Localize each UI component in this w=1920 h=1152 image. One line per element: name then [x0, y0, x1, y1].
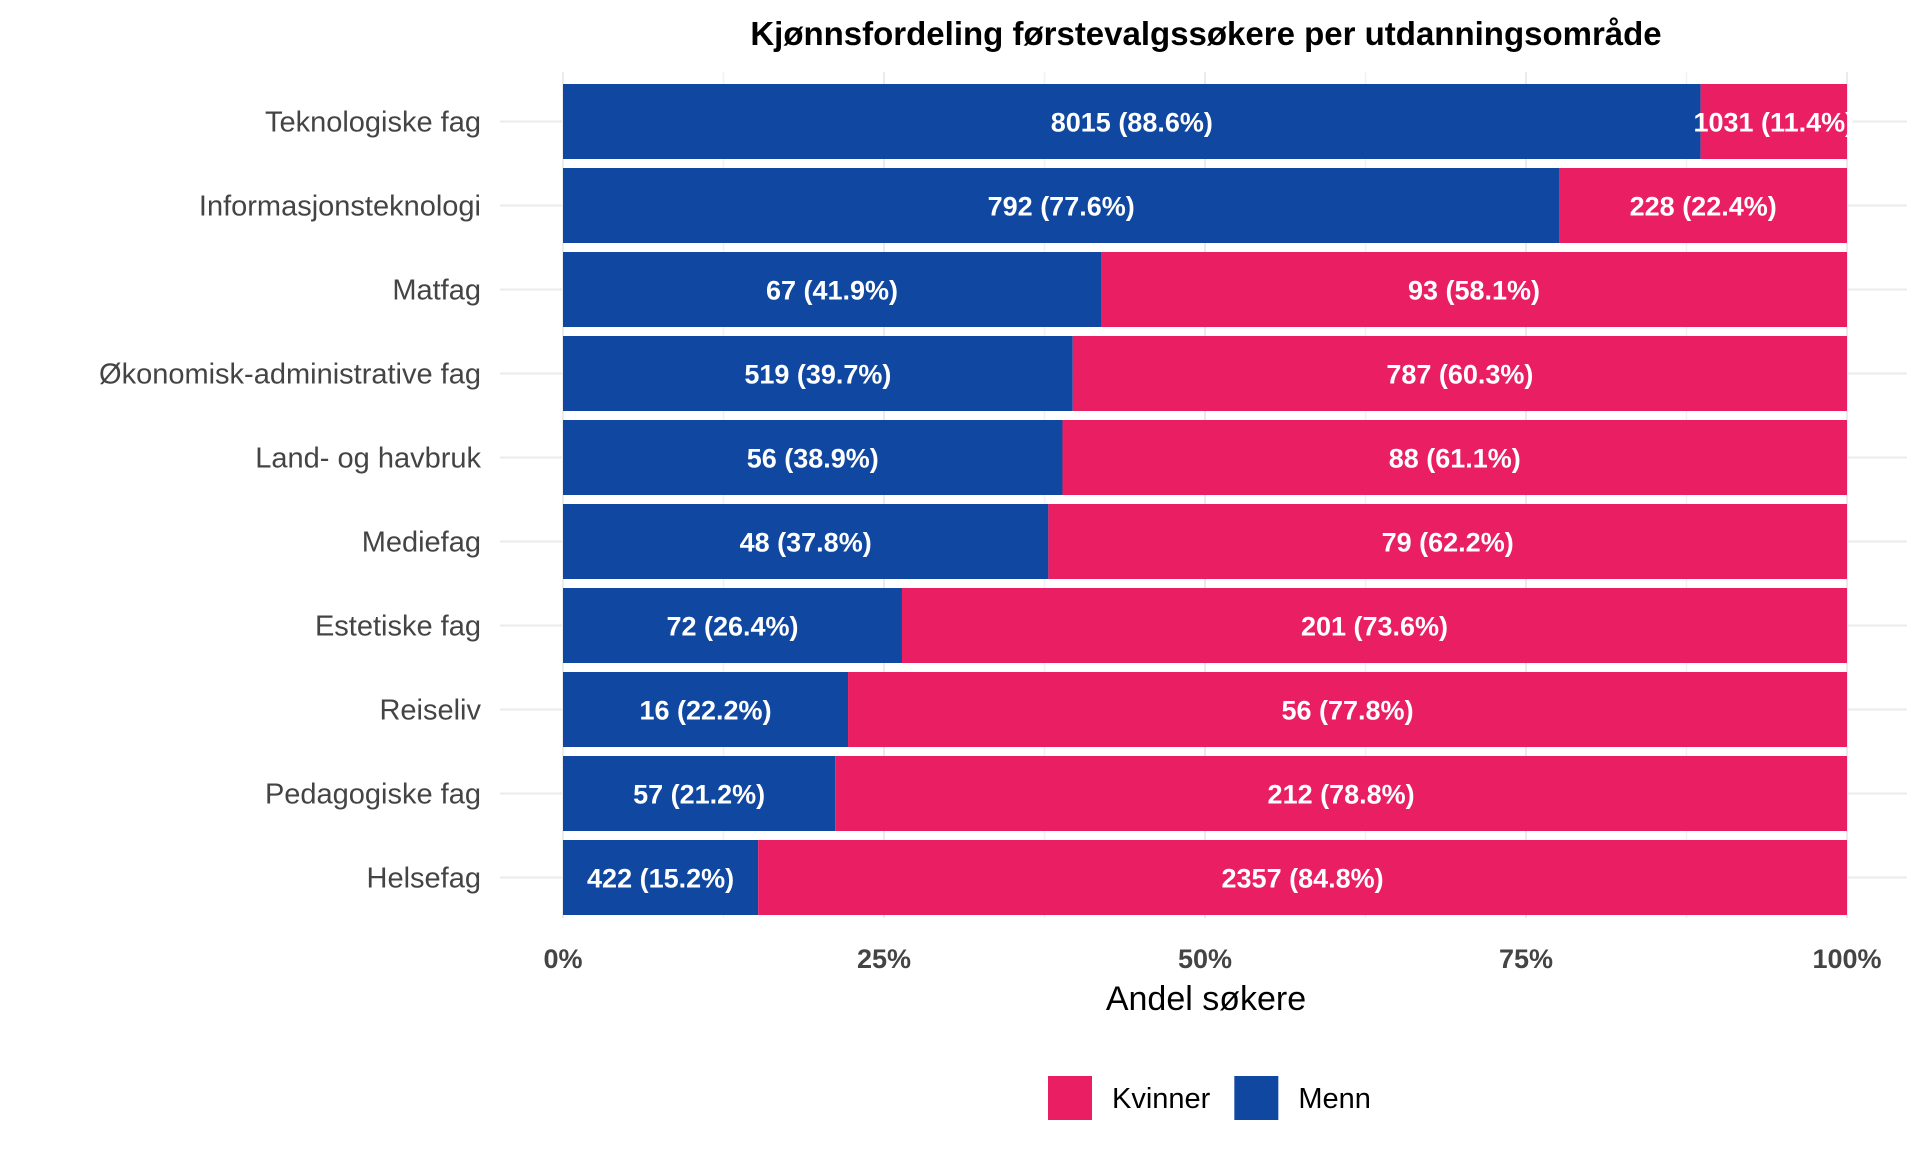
- bar-menn: [563, 588, 902, 663]
- bar-kvinner: [1700, 84, 1847, 159]
- bar-label-kvinner: 228 (22.4%): [1630, 192, 1777, 222]
- bar-kvinner: [758, 840, 1848, 915]
- bar-label-kvinner: 88 (61.1%): [1389, 444, 1521, 474]
- bar-menn: [563, 252, 1101, 327]
- x-tick-label: 75%: [1499, 944, 1553, 974]
- bar-label-menn: 16 (22.2%): [639, 696, 771, 726]
- bar-labels: 8015 (88.6%) 1031 (11.4%) 792 (77.6%) 228 (…: [587, 108, 1854, 894]
- bar-label-kvinner: 201 (73.6%): [1301, 612, 1448, 642]
- x-tick-labels: 0% 25% 50% 75% 100%: [543, 944, 1881, 974]
- bar-label-menn: 519 (39.7%): [744, 360, 891, 390]
- x-axis-title: Andel søkere: [1106, 980, 1306, 1018]
- chart-title: Kjønnsfordeling førstevalgssøkere per ut…: [750, 15, 1661, 52]
- bar-menn: [563, 840, 759, 915]
- legend: Kvinner Menn: [1048, 1076, 1371, 1120]
- bar-label-menn: 48 (37.8%): [740, 528, 872, 558]
- bar-kvinner: [901, 588, 1847, 663]
- legend-key: [1234, 1076, 1279, 1120]
- bar-label-kvinner: 2357 (84.8%): [1222, 864, 1384, 894]
- bar-kvinner: [1559, 168, 1847, 243]
- category-label: Mediefag: [362, 527, 481, 559]
- bar-menn: [563, 504, 1049, 579]
- category-label: Informasjonsteknologi: [199, 191, 481, 223]
- bar-label-menn: 792 (77.6%): [988, 192, 1135, 222]
- bar-label-kvinner: 79 (62.2%): [1382, 528, 1514, 558]
- category-label: Helsefag: [367, 863, 481, 895]
- bar-kvinner: [835, 756, 1847, 831]
- x-tick-label: 25%: [857, 944, 911, 974]
- bar-label-kvinner: 787 (60.3%): [1386, 360, 1533, 390]
- bar-menn: [563, 336, 1073, 411]
- bar-menn: [563, 168, 1560, 243]
- bar-kvinner: [1100, 252, 1847, 327]
- bar-label-menn: 8015 (88.6%): [1051, 108, 1213, 138]
- bar-label-kvinner: 93 (58.1%): [1408, 276, 1540, 306]
- bar-label-menn: 67 (41.9%): [766, 276, 898, 306]
- legend-key: [1048, 1076, 1092, 1120]
- bar-kvinner: [1072, 336, 1847, 411]
- bar-kvinner: [848, 672, 1847, 747]
- category-label: Estetiske fag: [315, 611, 481, 643]
- bar-kvinner: [1048, 504, 1847, 579]
- bar-label-kvinner: 212 (78.8%): [1268, 780, 1415, 810]
- bar-label-menn: 72 (26.4%): [666, 612, 798, 642]
- category-label: Land- og havbruk: [255, 443, 481, 475]
- bar-menn: [563, 672, 849, 747]
- category-label: Teknologiske fag: [265, 107, 481, 139]
- bar-menn: [563, 756, 836, 831]
- bar-menn: [563, 84, 1701, 159]
- category-labels: Teknologiske fag Informasjonsteknologi Mat…: [99, 107, 481, 895]
- legend-label: Kvinner: [1112, 1083, 1211, 1115]
- bar-menn: [563, 420, 1063, 495]
- bar-label-kvinner: 1031 (11.4%): [1693, 108, 1854, 138]
- bar-label-kvinner: 56 (77.8%): [1281, 696, 1413, 726]
- category-label: Pedagogiske fag: [265, 779, 481, 811]
- bar-label-menn: 422 (15.2%): [587, 864, 734, 894]
- bar-label-menn: 57 (21.2%): [633, 780, 765, 810]
- legend-label: Menn: [1298, 1083, 1371, 1115]
- category-label: Økonomisk-administrative fag: [99, 359, 481, 391]
- x-tick-label: 0%: [543, 944, 582, 974]
- bar-label-menn: 56 (38.9%): [747, 444, 879, 474]
- bar-kvinner: [1062, 420, 1847, 495]
- bars: [563, 84, 1848, 915]
- category-label: Matfag: [392, 275, 481, 307]
- x-tick-label: 100%: [1812, 944, 1881, 974]
- x-tick-label: 50%: [1178, 944, 1232, 974]
- category-label: Reiseliv: [379, 695, 481, 727]
